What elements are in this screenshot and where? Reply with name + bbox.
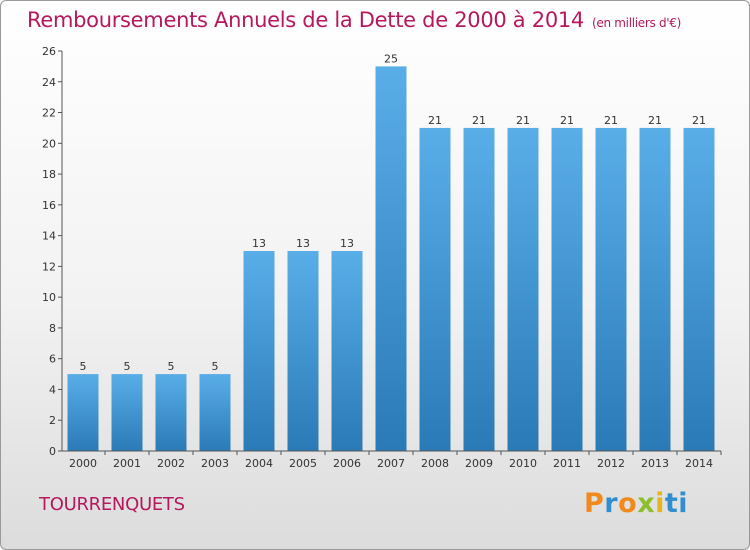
x-tick-label: 2010 (509, 457, 537, 470)
x-tick-label: 2004 (245, 457, 273, 470)
value-label-2012: 21 (604, 114, 618, 127)
y-tick-label: 8 (49, 322, 56, 335)
x-tick-label: 2012 (597, 457, 625, 470)
value-label-2013: 21 (648, 114, 662, 127)
bar-2007 (375, 66, 407, 451)
bar-2008 (419, 127, 451, 451)
proxiti-logo[interactable]: Proxiti (584, 488, 688, 519)
bar-2006 (331, 251, 363, 451)
logo-letter: x (637, 488, 656, 519)
bar-2002 (155, 374, 187, 451)
bar-2014 (683, 127, 715, 451)
bar-2000 (67, 374, 99, 451)
value-label-2008: 21 (428, 114, 442, 127)
logo-letter: ti (664, 488, 689, 519)
bar-2005 (287, 251, 319, 451)
x-tick-label: 2011 (553, 457, 581, 470)
bar-2001 (111, 374, 143, 451)
x-tick-label: 2003 (201, 457, 229, 470)
bar-2010 (507, 127, 539, 451)
y-tick-label: 6 (49, 353, 56, 366)
y-tick-label: 12 (42, 260, 56, 273)
y-tick-label: 16 (42, 199, 56, 212)
bar-2004 (243, 251, 275, 451)
value-label-2006: 13 (340, 237, 354, 250)
value-label-2003: 5 (212, 360, 219, 373)
value-label-2010: 21 (516, 114, 530, 127)
y-tick-label: 0 (49, 445, 56, 458)
x-tick-label: 2006 (333, 457, 361, 470)
value-label-2002: 5 (168, 360, 175, 373)
y-tick-label: 2 (49, 414, 56, 427)
y-tick-label: 24 (42, 76, 56, 89)
y-tick-label: 4 (49, 383, 56, 396)
logo-letter: o (618, 488, 638, 519)
bars-group: 5 5 5 5 13 13 13 25 21 21 21 21 21 21 21 (67, 52, 715, 451)
x-tick-label: 2002 (157, 457, 185, 470)
value-label-2007: 25 (384, 52, 398, 65)
value-label-2011: 21 (560, 114, 574, 127)
bar-2009 (463, 127, 495, 451)
logo-letter: r (604, 488, 619, 519)
bar-2012 (595, 127, 627, 451)
value-label-2000: 5 (80, 360, 87, 373)
value-label-2001: 5 (124, 360, 131, 373)
bar-2013 (639, 127, 671, 451)
logo-letter: i (655, 488, 665, 519)
x-tick-label: 2009 (465, 457, 493, 470)
y-tick-label: 22 (42, 107, 56, 120)
commune-name: TOURRENQUETS (39, 494, 185, 515)
x-tick-label: 2000 (69, 457, 97, 470)
y-tick-label: 26 (42, 45, 56, 58)
x-tick-label: 2001 (113, 457, 141, 470)
value-label-2004: 13 (252, 237, 266, 250)
axes-group: 2000 2001 2002 2003 2004 2005 2006 2007 2008 2009… (42, 45, 722, 470)
y-tick-label: 14 (42, 230, 56, 243)
chart-unit: (en milliers d'€) (592, 16, 682, 30)
y-tick-label: 10 (42, 291, 56, 304)
bar-2003 (199, 374, 231, 451)
value-label-2005: 13 (296, 237, 310, 250)
y-tick-label: 18 (42, 168, 56, 181)
x-tick-label: 2008 (421, 457, 449, 470)
bar-2011 (551, 127, 583, 451)
value-label-2014: 21 (692, 114, 706, 127)
logo-letter: P (584, 488, 605, 519)
chart-title-text: Remboursements Annuels de la Dette de 20… (27, 8, 584, 32)
y-tick-label: 20 (42, 137, 56, 150)
x-tick-label: 2013 (641, 457, 669, 470)
x-tick-label: 2007 (377, 457, 405, 470)
x-tick-label: 2005 (289, 457, 317, 470)
x-tick-label: 2014 (685, 457, 713, 470)
value-label-2009: 21 (472, 114, 486, 127)
chart-title: Remboursements Annuels de la Dette de 20… (27, 8, 681, 32)
